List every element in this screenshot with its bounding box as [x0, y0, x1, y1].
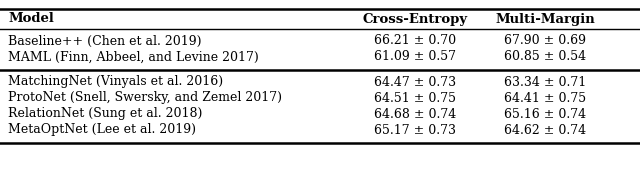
Text: Cross-Entropy: Cross-Entropy [362, 12, 468, 25]
Text: 65.16 ± 0.74: 65.16 ± 0.74 [504, 108, 586, 121]
Text: MatchingNet (Vinyals et al. 2016): MatchingNet (Vinyals et al. 2016) [8, 76, 223, 89]
Text: RelationNet (Sung et al. 2018): RelationNet (Sung et al. 2018) [8, 108, 202, 121]
Text: Multi-Margin: Multi-Margin [495, 12, 595, 25]
Text: 64.47 ± 0.73: 64.47 ± 0.73 [374, 76, 456, 89]
Text: 60.85 ± 0.54: 60.85 ± 0.54 [504, 51, 586, 63]
Text: 67.90 ± 0.69: 67.90 ± 0.69 [504, 34, 586, 47]
Text: MAML (Finn, Abbeel, and Levine 2017): MAML (Finn, Abbeel, and Levine 2017) [8, 51, 259, 63]
Text: 64.41 ± 0.75: 64.41 ± 0.75 [504, 92, 586, 105]
Text: 65.17 ± 0.73: 65.17 ± 0.73 [374, 124, 456, 137]
Text: 64.68 ± 0.74: 64.68 ± 0.74 [374, 108, 456, 121]
Text: MetaOptNet (Lee et al. 2019): MetaOptNet (Lee et al. 2019) [8, 124, 196, 137]
Text: 66.21 ± 0.70: 66.21 ± 0.70 [374, 34, 456, 47]
Text: Model: Model [8, 12, 54, 25]
Text: 64.51 ± 0.75: 64.51 ± 0.75 [374, 92, 456, 105]
Text: 63.34 ± 0.71: 63.34 ± 0.71 [504, 76, 586, 89]
Text: 61.09 ± 0.57: 61.09 ± 0.57 [374, 51, 456, 63]
Text: 64.62 ± 0.74: 64.62 ± 0.74 [504, 124, 586, 137]
Text: ProtoNet (Snell, Swersky, and Zemel 2017): ProtoNet (Snell, Swersky, and Zemel 2017… [8, 92, 282, 105]
Text: Baseline++ (Chen et al. 2019): Baseline++ (Chen et al. 2019) [8, 34, 202, 47]
